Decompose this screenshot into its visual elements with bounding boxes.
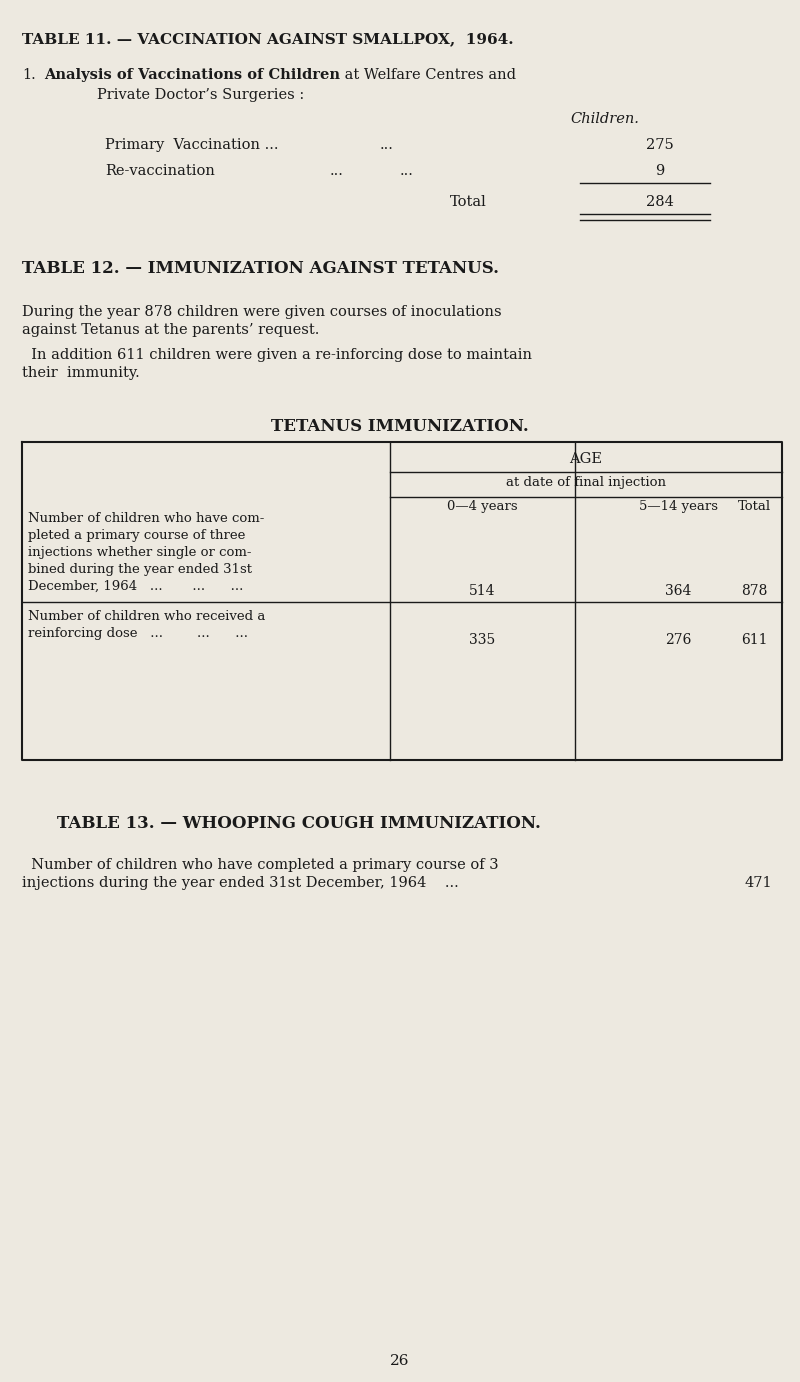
Text: injections whether single or com-: injections whether single or com- [28,546,251,558]
Text: injections during the year ended 31st December, 1964    ...: injections during the year ended 31st De… [22,876,458,890]
Text: Number of children who received a: Number of children who received a [28,609,266,623]
Text: TABLE 13. — WHOOPING COUGH IMMUNIZATION.: TABLE 13. — WHOOPING COUGH IMMUNIZATION. [57,815,541,832]
Text: reinforcing dose   ...        ...      ...: reinforcing dose ... ... ... [28,627,248,640]
Text: TABLE 12. — IMMUNIZATION AGAINST TETANUS.: TABLE 12. — IMMUNIZATION AGAINST TETANUS… [22,260,499,276]
Text: 364: 364 [666,585,692,598]
Text: 514: 514 [470,585,496,598]
Text: at Welfare Centres and: at Welfare Centres and [340,68,516,82]
Text: TABLE 11. — VACCINATION AGAINST SMALLPOX,  1964.: TABLE 11. — VACCINATION AGAINST SMALLPOX… [22,32,514,46]
Text: bined during the year ended 31st: bined during the year ended 31st [28,562,252,576]
Text: at date of final injection: at date of final injection [506,475,666,489]
Text: 471: 471 [744,876,772,890]
Text: against Tetanus at the parents’ request.: against Tetanus at the parents’ request. [22,323,319,337]
Text: Total: Total [450,195,486,209]
Text: In addition 611 children were given a re-inforcing dose to maintain: In addition 611 children were given a re… [22,348,532,362]
Text: 9: 9 [655,164,665,178]
Text: 5—14 years: 5—14 years [639,500,718,513]
Text: 275: 275 [646,138,674,152]
Text: TETANUS IMMUNIZATION.: TETANUS IMMUNIZATION. [271,417,529,435]
Text: their  immunity.: their immunity. [22,366,140,380]
Text: 26: 26 [390,1354,410,1368]
Text: 1.: 1. [22,68,36,82]
Text: 611: 611 [741,633,767,647]
Text: During the year 878 children were given courses of inoculations: During the year 878 children were given … [22,305,502,319]
Text: Primary  Vaccination ...: Primary Vaccination ... [105,138,278,152]
Text: AGE: AGE [570,452,602,466]
Text: ...: ... [380,138,394,152]
Text: 0—4 years: 0—4 years [447,500,518,513]
Text: Private Doctor’s Surgeries :: Private Doctor’s Surgeries : [97,88,304,102]
Text: pleted a primary course of three: pleted a primary course of three [28,529,246,542]
Text: Re-vaccination: Re-vaccination [105,164,215,178]
Text: Number of children who have com-: Number of children who have com- [28,511,264,525]
Text: ...: ... [400,164,414,178]
Text: ...: ... [330,164,344,178]
Text: Number of children who have completed a primary course of 3: Number of children who have completed a … [22,858,498,872]
Text: 335: 335 [470,633,496,647]
Text: 878: 878 [741,585,767,598]
Text: Analysis of Vaccinations of Children: Analysis of Vaccinations of Children [44,68,340,82]
Text: Children.: Children. [570,112,639,126]
Text: Total: Total [738,500,770,513]
Text: December, 1964   ...       ...      ...: December, 1964 ... ... ... [28,580,243,593]
Text: 276: 276 [666,633,692,647]
Text: 284: 284 [646,195,674,209]
